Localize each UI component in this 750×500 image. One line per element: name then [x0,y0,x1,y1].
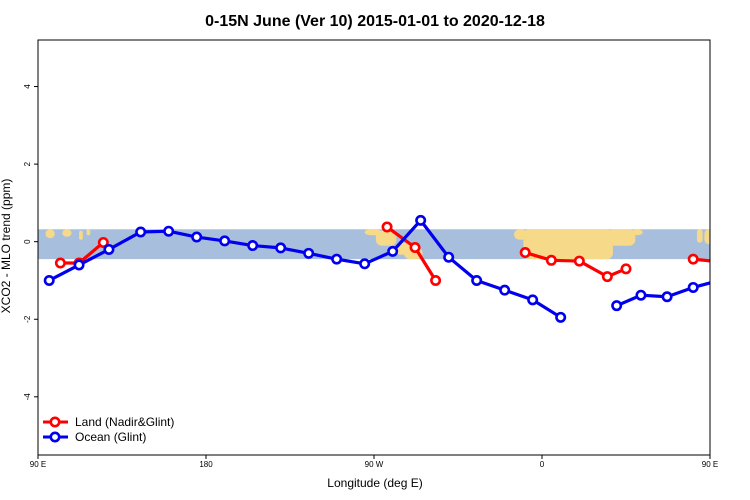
data-point [430,274,442,286]
land-mass [523,229,613,260]
data-point [73,259,85,271]
land-mass [375,230,397,246]
data-point [661,291,673,303]
y-tick-label: 0 [23,239,32,244]
legend-label-ocean: Ocean (Glint) [75,430,146,444]
x-tick-label: 90 E [30,460,46,469]
data-point [499,284,511,296]
data-point [163,225,175,237]
data-point [43,274,55,286]
data-point [687,281,699,293]
data-point [741,260,749,268]
data-point [247,240,259,252]
land-mass [45,229,55,239]
axes: 90 E 180 90 W 0 90 E -4 -2 0 2 4 [23,84,718,469]
data-point [687,253,699,265]
data-point [135,226,147,238]
land-mass [631,229,643,236]
data-point [527,294,539,306]
data-point [381,221,393,233]
legend: Land (Nadir&Glint) Ocean (Glint) [43,415,174,444]
y-tick-label: 4 [23,84,32,89]
series-line [693,257,710,263]
data-point [415,214,427,226]
land-mass [86,229,91,236]
y-tick-label: -2 [23,315,32,323]
series-0 [54,221,747,286]
legend-marker-ocean [49,431,61,443]
x-tick-label: 0 [540,460,545,469]
data-point [275,242,287,254]
legend-marker-land [49,416,61,428]
data-point [573,255,585,267]
land-mass [725,229,734,239]
series-layer [43,214,749,323]
legend-label-land: Land (Nadir&Glint) [75,415,174,429]
data-point [519,247,531,259]
x-axis-label: Longitude (deg E) [327,476,422,490]
x-tick-label: 90 W [365,460,384,469]
land-mass [740,234,744,243]
series-line [616,281,710,308]
x-tick-label: 90 E [702,460,718,469]
land-mass [62,229,72,237]
data-point [715,276,723,284]
data-point [409,242,421,254]
map-band [38,229,744,260]
data-point [359,258,371,270]
land-mass [704,229,710,245]
x-tick-label: 180 [199,460,213,469]
data-point [620,263,632,275]
series-1 [43,214,749,323]
data-point [611,300,623,312]
y-tick-label: 2 [23,161,32,166]
y-tick-label: -4 [23,393,32,401]
data-point [443,251,455,263]
data-point [103,243,115,255]
y-axis-label: XCO2 - MLO trend (ppm) [0,179,13,314]
land-mass [607,229,636,246]
data-point [303,247,315,259]
data-point [635,289,647,301]
data-point [739,259,747,267]
data-point [219,235,231,247]
data-point [601,271,613,283]
data-point [97,236,109,248]
data-point [331,253,343,265]
data-point [545,254,557,266]
data-point [471,274,483,286]
land-mass [696,229,703,243]
data-point [719,258,727,266]
data-point [54,257,66,269]
data-point [387,245,399,257]
chart-title: 0-15N June (Ver 10) 2015-01-01 to 2020-1… [205,13,545,30]
data-point [191,231,203,243]
data-point [555,311,567,323]
land-mass [79,230,83,240]
